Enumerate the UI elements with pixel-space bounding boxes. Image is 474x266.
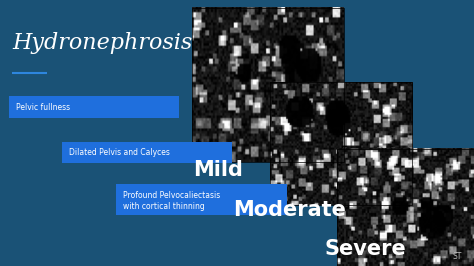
Text: Profound Pelvocaliectasis
with cortical thinning: Profound Pelvocaliectasis with cortical … [123, 191, 220, 210]
Text: Mild: Mild [193, 160, 243, 180]
Text: Moderate: Moderate [233, 200, 346, 220]
FancyBboxPatch shape [116, 184, 287, 215]
Text: ST: ST [453, 252, 462, 261]
Text: Dilated Pelvis and Calyces: Dilated Pelvis and Calyces [69, 148, 170, 157]
Text: Hydronephrosis: Hydronephrosis [12, 32, 192, 54]
FancyBboxPatch shape [62, 142, 232, 163]
FancyBboxPatch shape [9, 96, 179, 118]
Text: Severe: Severe [324, 239, 406, 259]
Text: Pelvic fullness: Pelvic fullness [16, 103, 70, 112]
